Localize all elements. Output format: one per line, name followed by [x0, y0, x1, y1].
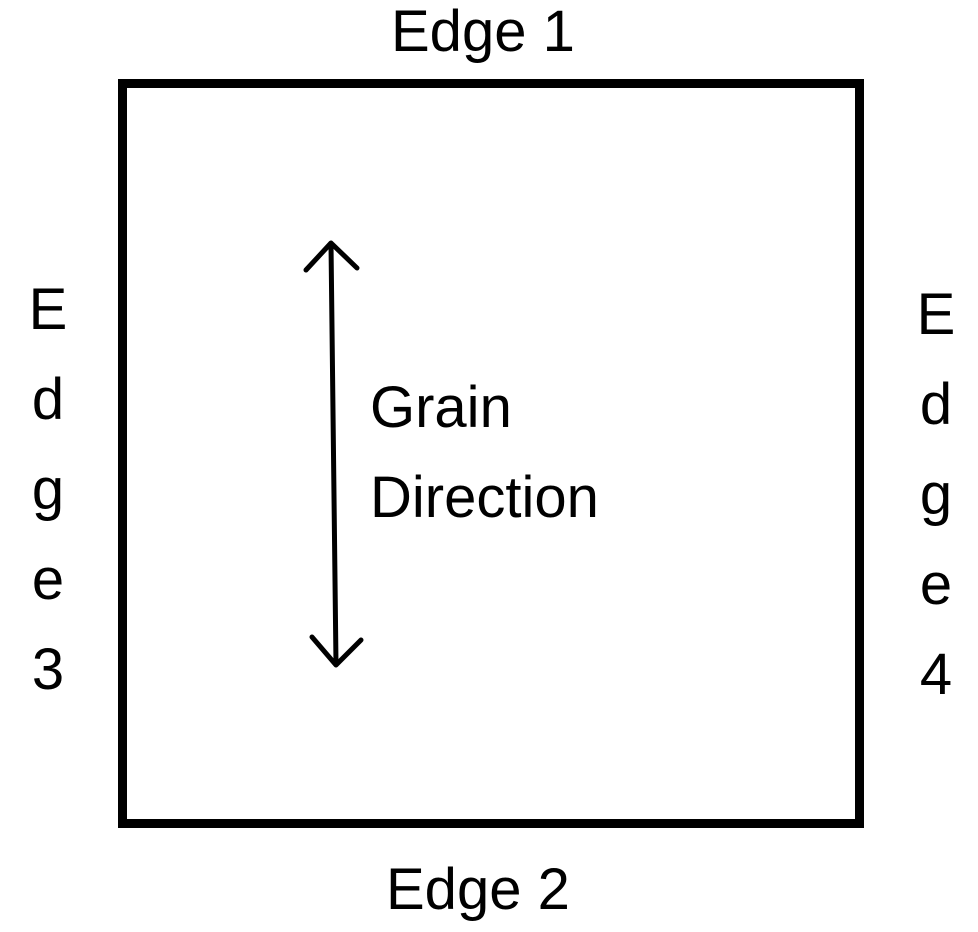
grain-label-line-2: Direction	[370, 465, 599, 530]
board-outline	[118, 79, 864, 828]
edge-label-char: e	[919, 552, 953, 617]
edge-label-char: 4	[919, 642, 953, 707]
edge-label-char: 3	[31, 637, 65, 702]
edge-label-char: g	[31, 457, 65, 522]
edge-1-label: Edge 1	[391, 0, 575, 64]
edge-label-char: d	[919, 372, 953, 437]
edge-label-char: E	[916, 282, 956, 347]
edge-2-label: Edge 2	[386, 857, 570, 922]
edge-label-char: g	[919, 462, 953, 527]
edge-label-char: E	[28, 277, 68, 342]
grain-direction-label: Grain Direction	[370, 363, 599, 543]
grain-label-line-1: Grain	[370, 375, 512, 440]
edge-label-char: e	[31, 547, 65, 612]
edge-label-char: d	[31, 367, 65, 432]
